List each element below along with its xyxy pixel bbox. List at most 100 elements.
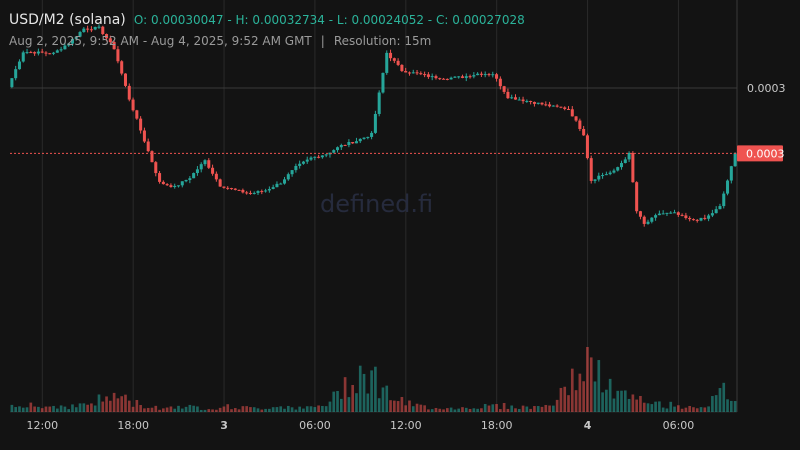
chart-header: USD/M2 (solana) O: 0.00030047 - H: 0.000… — [9, 9, 525, 50]
volume-bar — [404, 405, 408, 412]
volume-bar — [90, 403, 93, 412]
candle-body — [430, 76, 434, 78]
candle-body — [373, 113, 377, 133]
separator: | — [320, 34, 325, 48]
volume-bar — [411, 406, 415, 412]
volume-bar — [343, 377, 347, 412]
candle-body — [487, 74, 491, 76]
candle-body — [676, 212, 680, 215]
candle-body — [150, 151, 154, 163]
volume-bar — [14, 407, 18, 412]
candle-body — [89, 29, 93, 31]
candle-body — [82, 28, 86, 33]
candle-body — [438, 78, 442, 80]
candle-body — [688, 217, 692, 220]
volume-bar — [124, 394, 127, 412]
candle-body — [233, 188, 237, 190]
volume-bar — [726, 399, 729, 412]
volume-bar — [358, 365, 362, 412]
candle-body — [407, 72, 411, 74]
volume-bar — [264, 408, 267, 412]
candle-body — [358, 138, 362, 142]
candle-body — [517, 99, 521, 101]
candle-body — [506, 91, 510, 99]
volume-bar — [457, 408, 461, 412]
candle-body — [366, 136, 370, 138]
volume-bar — [56, 408, 59, 412]
candle-body — [336, 147, 340, 151]
candle-body — [93, 26, 97, 30]
volume-bar — [661, 407, 665, 412]
volume-bar — [25, 407, 29, 412]
volume-bar — [245, 406, 248, 412]
volume-bar — [169, 406, 173, 412]
volume-bar — [366, 393, 370, 412]
volume-bar — [673, 406, 676, 412]
volume-bar — [423, 405, 426, 412]
volume-bar — [680, 408, 684, 412]
volume-bar — [605, 389, 608, 412]
candle-body — [44, 52, 48, 54]
candle-body — [142, 130, 146, 142]
candle-body — [714, 209, 718, 214]
volume-bar — [332, 391, 336, 412]
volume-bar — [112, 392, 116, 412]
volume-bar — [196, 406, 199, 412]
volume-bar — [260, 409, 264, 412]
candle-body — [283, 179, 287, 184]
candle-body — [320, 155, 324, 158]
candle-body — [14, 69, 18, 79]
candle-body — [120, 61, 124, 74]
candle-body — [48, 53, 52, 55]
volume-bar — [707, 406, 710, 412]
candle-body — [33, 52, 37, 54]
volume-bar — [120, 396, 124, 412]
volume-bar — [279, 406, 283, 412]
volume-bar — [578, 373, 582, 412]
candle-body — [313, 156, 317, 158]
candle-body — [483, 74, 487, 76]
candle-body — [453, 76, 457, 78]
volume-bar — [729, 400, 733, 412]
volume-bar — [525, 406, 529, 412]
candle-body — [328, 152, 332, 155]
volume-bar — [355, 393, 358, 412]
volume-bar — [328, 401, 332, 412]
candle-body — [513, 97, 518, 100]
volume-bar — [162, 408, 165, 412]
candle-body — [548, 104, 552, 107]
volume-bar — [434, 407, 438, 412]
candle-body — [555, 105, 559, 107]
candle-body — [78, 32, 82, 37]
candle-body — [127, 85, 131, 100]
candle-body — [241, 189, 245, 193]
volume-bar — [143, 408, 146, 412]
volume-bar — [336, 390, 339, 412]
candle-body — [510, 97, 514, 99]
candle-body — [290, 170, 294, 175]
volume-bar — [468, 408, 472, 412]
candle-body — [184, 179, 188, 182]
candle-body — [657, 213, 661, 216]
candle-body — [10, 78, 14, 87]
candle-body — [339, 145, 343, 148]
volume-bar — [305, 406, 309, 412]
candle-body — [131, 99, 135, 111]
candle-body — [699, 217, 703, 221]
low-value: L: 0.00024052 — [336, 13, 424, 27]
volume-bar — [665, 408, 669, 412]
volume-bar — [256, 408, 260, 412]
candle-body — [612, 170, 616, 173]
candle-body — [593, 179, 597, 181]
volume-bar — [517, 408, 521, 412]
volume-bar — [93, 405, 97, 412]
volume-bar — [275, 407, 279, 412]
candle-body — [260, 191, 264, 193]
volume-bar — [63, 406, 67, 412]
volume-bar — [347, 397, 351, 412]
candle-body — [211, 167, 215, 174]
volume-bar — [627, 398, 631, 412]
volume-bar — [612, 398, 616, 412]
candle-body — [154, 162, 158, 174]
